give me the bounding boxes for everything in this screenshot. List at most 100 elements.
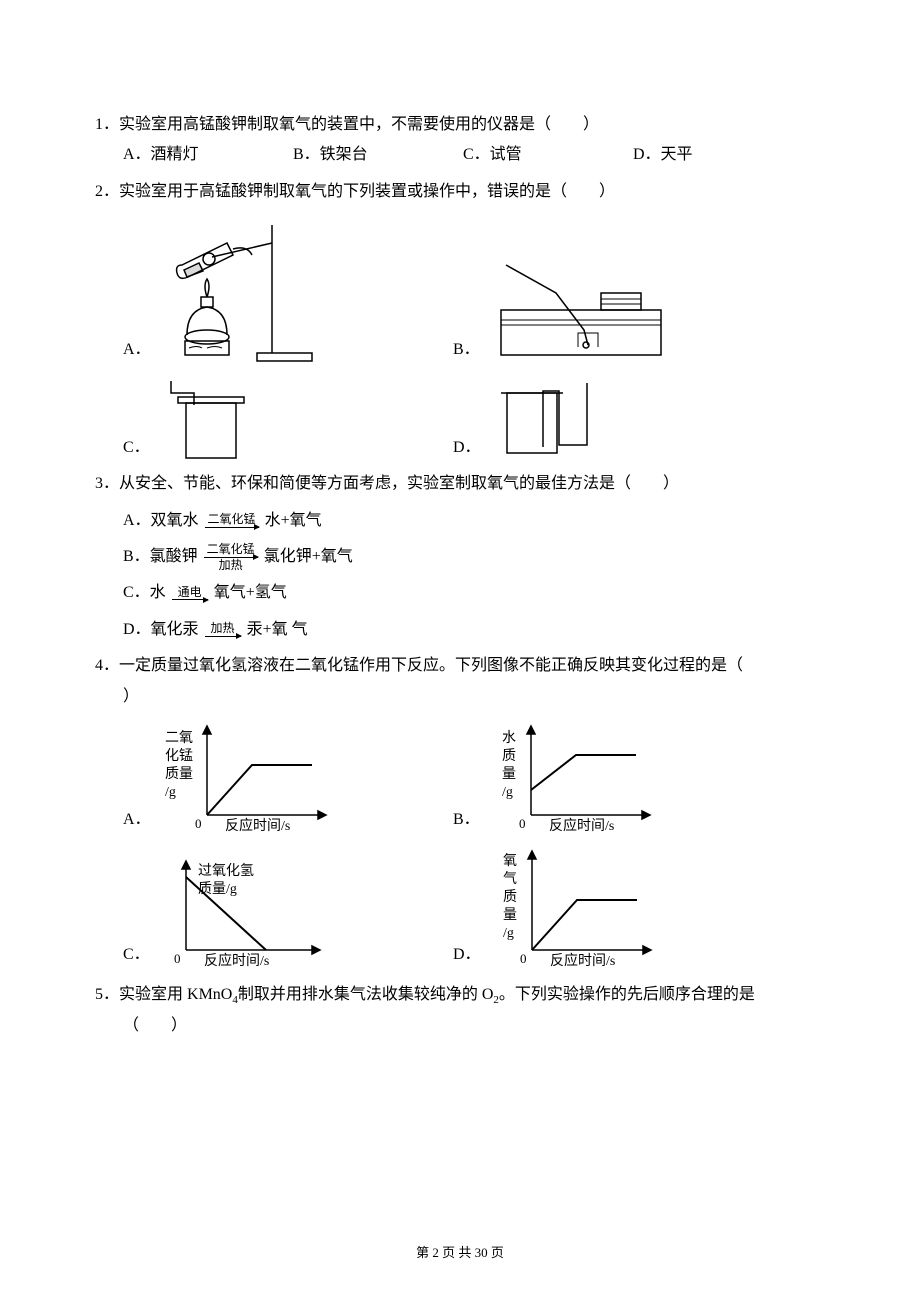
q1-opt-b: B．铁架台 [293,140,463,170]
q2-svgA-heating-setup [157,215,327,365]
q2-opt-b-cell: B． [453,255,783,365]
q3c-arrow: 通电 [170,586,210,602]
q3d-post: 汞+氧 气 [247,621,308,638]
q2-opt-d-cell: D． [453,373,783,463]
q4-graphC: 过氧化氢 质量/g 0 反应时间/s [156,855,331,970]
q1-options: A．酒精灯 B．铁架台 C．试管 D．天平 [95,140,825,170]
q3-opt-b: B．氯酸钾 二氧化锰 加热 氯化钾+氧气 [95,542,825,572]
q4-opt-b-cell: B． 水 质 量 /g 0 反应时间/s [453,720,783,835]
q3d-arrow: 加热 [203,622,243,638]
q3d-pre: D．氧化汞 [123,621,199,638]
q3b-arrow: 二氧化锰 加热 [202,543,260,571]
gC-xl: 反应时间/s [204,952,269,969]
q4-label-d: D． [453,940,481,970]
q2-opt-a-cell: A． [123,215,453,365]
q3b-below: 加热 [204,559,258,572]
gB-yl1: 质 [502,748,516,764]
gC-yl1: 质量/g [198,881,237,897]
q4-label-b: B． [453,805,480,835]
q3-number: 3． [95,469,119,499]
q5-t1c: 制取并用排水集气法收集较纯净的 O [238,986,494,1003]
q2-svgC-gas-jar [156,373,266,463]
q2-row2: C． D． [95,373,825,463]
q1-line: 1． 实验室用高锰酸钾制取氧气的装置中，不需要使用的仪器是（ ） [95,110,825,140]
q5-number: 5． [95,980,119,1011]
q3a-above: 二氧化锰 [205,513,259,526]
q4-label-a: A． [123,805,151,835]
q5-text-wrap: 实验室用 KMnO4制取并用排水集气法收集较纯净的 O2。下列实验操作的先后顺序… [119,980,825,1011]
gC-yl0: 过氧化氢 [198,863,254,879]
gC-origin: 0 [174,951,181,966]
gB-yl3: /g [502,785,513,800]
gD-yl0: 氧 [503,853,517,869]
q2-svgB-water-collection [486,255,676,365]
gA-yl1: 化锰 [165,748,193,764]
q5-line2: （ ） [95,1011,825,1041]
question-2: 2． 实验室用于高锰酸钾制取氧气的下列装置或操作中，错误的是（ ） A． [95,177,825,463]
q3-opt-c: C．水 通电 氧气+氢气 [95,578,825,608]
gA-yl2: 质量 [165,766,193,782]
q3c-pre: C．水 [123,584,166,601]
q2-line: 2． 实验室用于高锰酸钾制取氧气的下列装置或操作中，错误的是（ ） [95,177,825,207]
gD-yl4: /g [503,926,514,941]
gA-xl: 反应时间/s [225,817,290,834]
q4-text: 一定质量过氧化氢溶液在二氧化锰作用下反应。下列图像不能正确反映其变化过程的是（ [119,651,825,681]
q4-opt-a-cell: A． 二氧 化锰 质量 /g 0 反应时间/s [123,720,453,835]
gB-xl: 反应时间/s [549,817,614,834]
page-footer: 第 2 页 共 30 页 [0,1241,920,1266]
q3a-arrow: 二氧化锰 [203,513,261,529]
gA-origin: 0 [195,816,202,831]
q3a-pre: A．双氧水 [123,512,199,529]
q4-row2: C． 过氧化氢 质量/g 0 反应时间/s D． [95,845,825,970]
gD-origin: 0 [520,951,527,966]
q5-t1a: 实验室用 KMnO [119,986,232,1003]
gD-yl3: 量 [503,907,517,923]
q2-number: 2． [95,177,119,207]
q4-number: 4． [95,651,119,681]
gB-yl0: 水 [502,730,516,746]
gB-yl2: 量 [502,766,516,782]
gA-yl0: 二氧 [165,730,193,746]
q3-text: 从安全、节能、环保和简便等方面考虑，实验室制取氧气的最佳方法是（ ） [119,469,825,499]
question-5: 5． 实验室用 KMnO4制取并用排水集气法收集较纯净的 O2。下列实验操作的先… [95,980,825,1041]
gD-yl2: 质 [503,889,517,905]
q2-label-b: B． [453,335,480,365]
page: 1． 实验室用高锰酸钾制取氧气的装置中，不需要使用的仪器是（ ） A．酒精灯 B… [0,0,920,1302]
q4-opt-d-cell: D． 氧 气 质 量 /g 0 反应时间/s [453,845,783,970]
q2-svgD-gas-jar-long-tube [487,373,607,463]
q1-opt-c: C．试管 [463,140,633,170]
q3-opt-a: A．双氧水 二氧化锰 水+氧气 [95,506,825,536]
q1-opt-a: A．酒精灯 [123,140,293,170]
q3a-post: 水+氧气 [265,512,322,529]
q4-graphB: 水 质 量 /g 0 反应时间/s [486,720,661,835]
q2-label-d: D． [453,433,481,463]
gB-origin: 0 [519,816,526,831]
q4-line: 4． 一定质量过氧化氢溶液在二氧化锰作用下反应。下列图像不能正确反映其变化过程的… [95,651,825,681]
q3b-above: 二氧化锰 [204,543,258,556]
q4-row1: A． 二氧 化锰 质量 /g 0 反应时间/s [95,720,825,835]
question-4: 4． 一定质量过氧化氢溶液在二氧化锰作用下反应。下列图像不能正确反映其变化过程的… [95,651,825,970]
q4-graphD: 氧 气 质 量 /g 0 反应时间/s [487,845,662,970]
q2-row1: A． [95,215,825,365]
gD-yl1: 气 [503,871,517,887]
q5-line1: 5． 实验室用 KMnO4制取并用排水集气法收集较纯净的 O2。下列实验操作的先… [95,980,825,1011]
q3-opt-d: D．氧化汞 加热 汞+氧 气 [95,615,825,645]
q3-line: 3． 从安全、节能、环保和简便等方面考虑，实验室制取氧气的最佳方法是（ ） [95,469,825,499]
q3b-pre: B．氯酸钾 [123,548,198,565]
gD-xl: 反应时间/s [550,952,615,969]
q1-text: 实验室用高锰酸钾制取氧气的装置中，不需要使用的仪器是（ ） [119,110,825,140]
q1-number: 1． [95,110,119,140]
q2-label-c: C． [123,433,150,463]
q2-label-a: A． [123,335,151,365]
gA-yl3: /g [165,785,176,800]
q2-text: 实验室用于高锰酸钾制取氧气的下列装置或操作中，错误的是（ ） [119,177,825,207]
q4-tail: ） [95,682,825,712]
question-1: 1． 实验室用高锰酸钾制取氧气的装置中，不需要使用的仪器是（ ） A．酒精灯 B… [95,110,825,171]
q2-opt-c-cell: C． [123,373,453,463]
q4-opt-c-cell: C． 过氧化氢 质量/g 0 反应时间/s [123,855,453,970]
q4-label-c: C． [123,940,150,970]
q4-graphA: 二氧 化锰 质量 /g 0 反应时间/s [157,720,332,835]
q3b-post: 氯化钾+氧气 [264,548,353,565]
q1-opt-d: D．天平 [633,140,693,170]
q5-t1e: 。下列实验操作的先后顺序合理的是 [499,986,755,1003]
